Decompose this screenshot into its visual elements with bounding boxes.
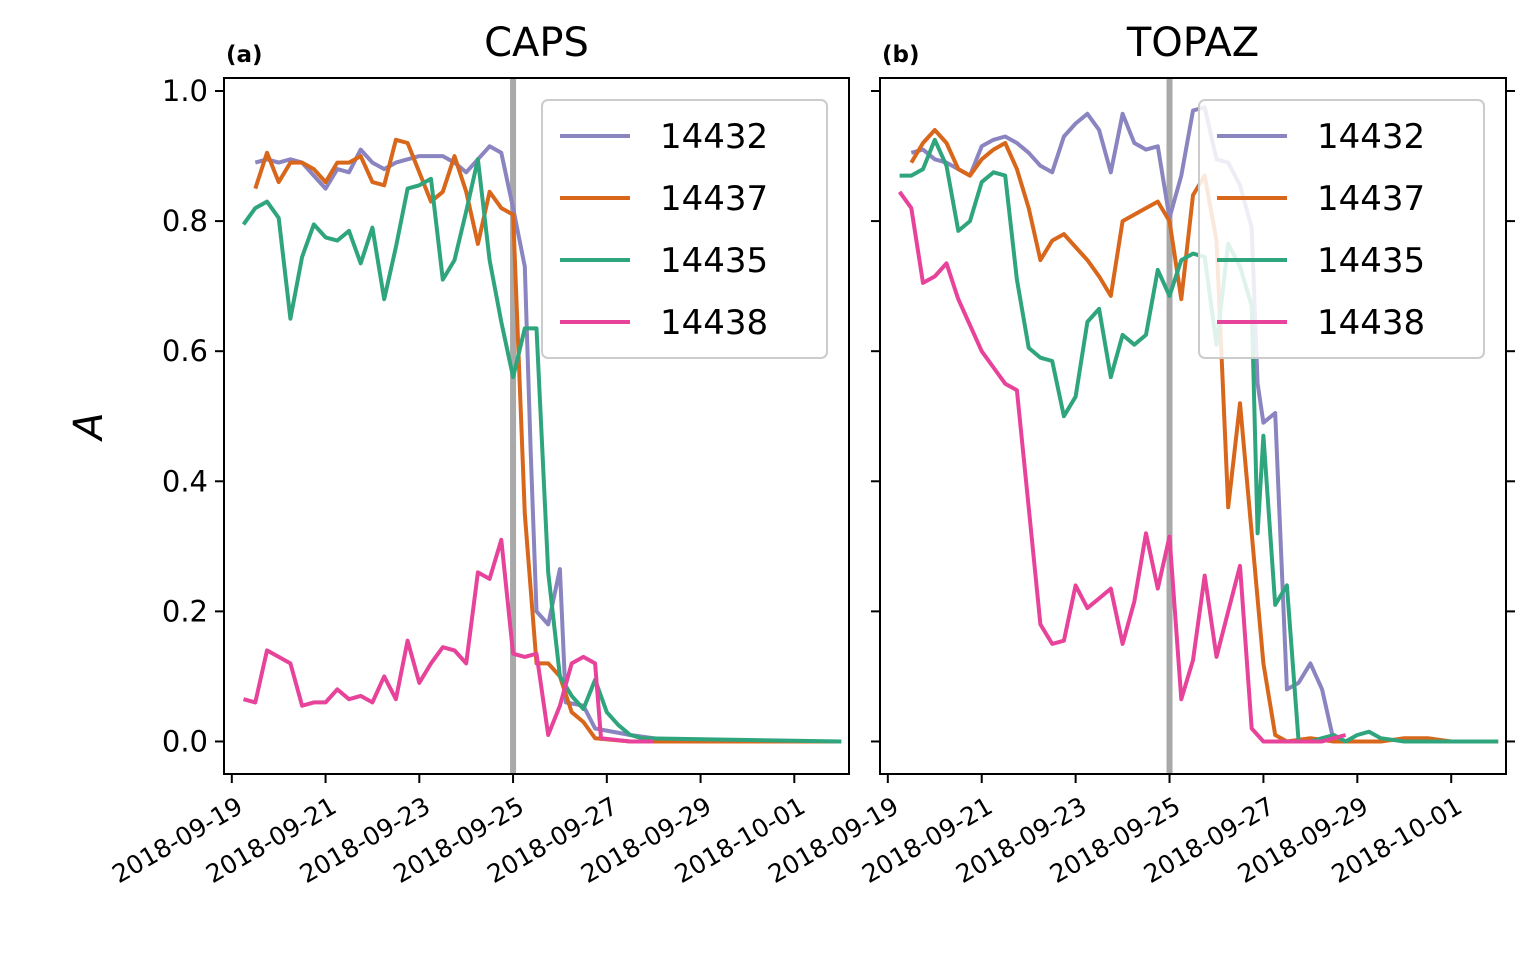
series-line-14438 [897,190,1347,744]
plot-area [241,78,842,774]
chart-title: TOPAZ [1126,20,1259,66]
chart-title: CAPS [484,20,589,66]
legend-label-14438: 14438 [660,303,768,343]
legend-label-14437: 14437 [660,179,768,219]
series-line-14435 [899,137,1499,744]
legend-label-14435: 14435 [660,241,768,281]
legend-label-14432: 14432 [1317,117,1425,157]
series-line-14432 [254,144,842,744]
y-tick-label: 0.8 [162,204,208,238]
legend-label-14432: 14432 [660,117,768,157]
panel-label: (b) [882,42,920,68]
series-line-14435 [241,157,842,744]
y-tick-label: 1.0 [162,74,208,108]
plot-area [897,78,1499,774]
legend-label-14438: 14438 [1317,303,1425,343]
legend-box [1198,99,1485,359]
legend-box [541,99,828,359]
axes-frame [223,77,850,775]
series-line-14432 [910,105,1358,744]
y-tick-label: 0.0 [162,724,208,758]
legend-label-14437: 14437 [1317,179,1425,219]
y-tick-label: 0.6 [162,334,208,368]
panel-label: (a) [226,42,263,68]
series-line-14438 [242,537,654,744]
y-axis-label: A [66,412,112,442]
y-tick-label: 0.2 [162,594,208,628]
y-tick-label: 0.4 [162,464,208,498]
legend-label-14435: 14435 [1317,241,1425,281]
axes-frame [879,77,1507,775]
